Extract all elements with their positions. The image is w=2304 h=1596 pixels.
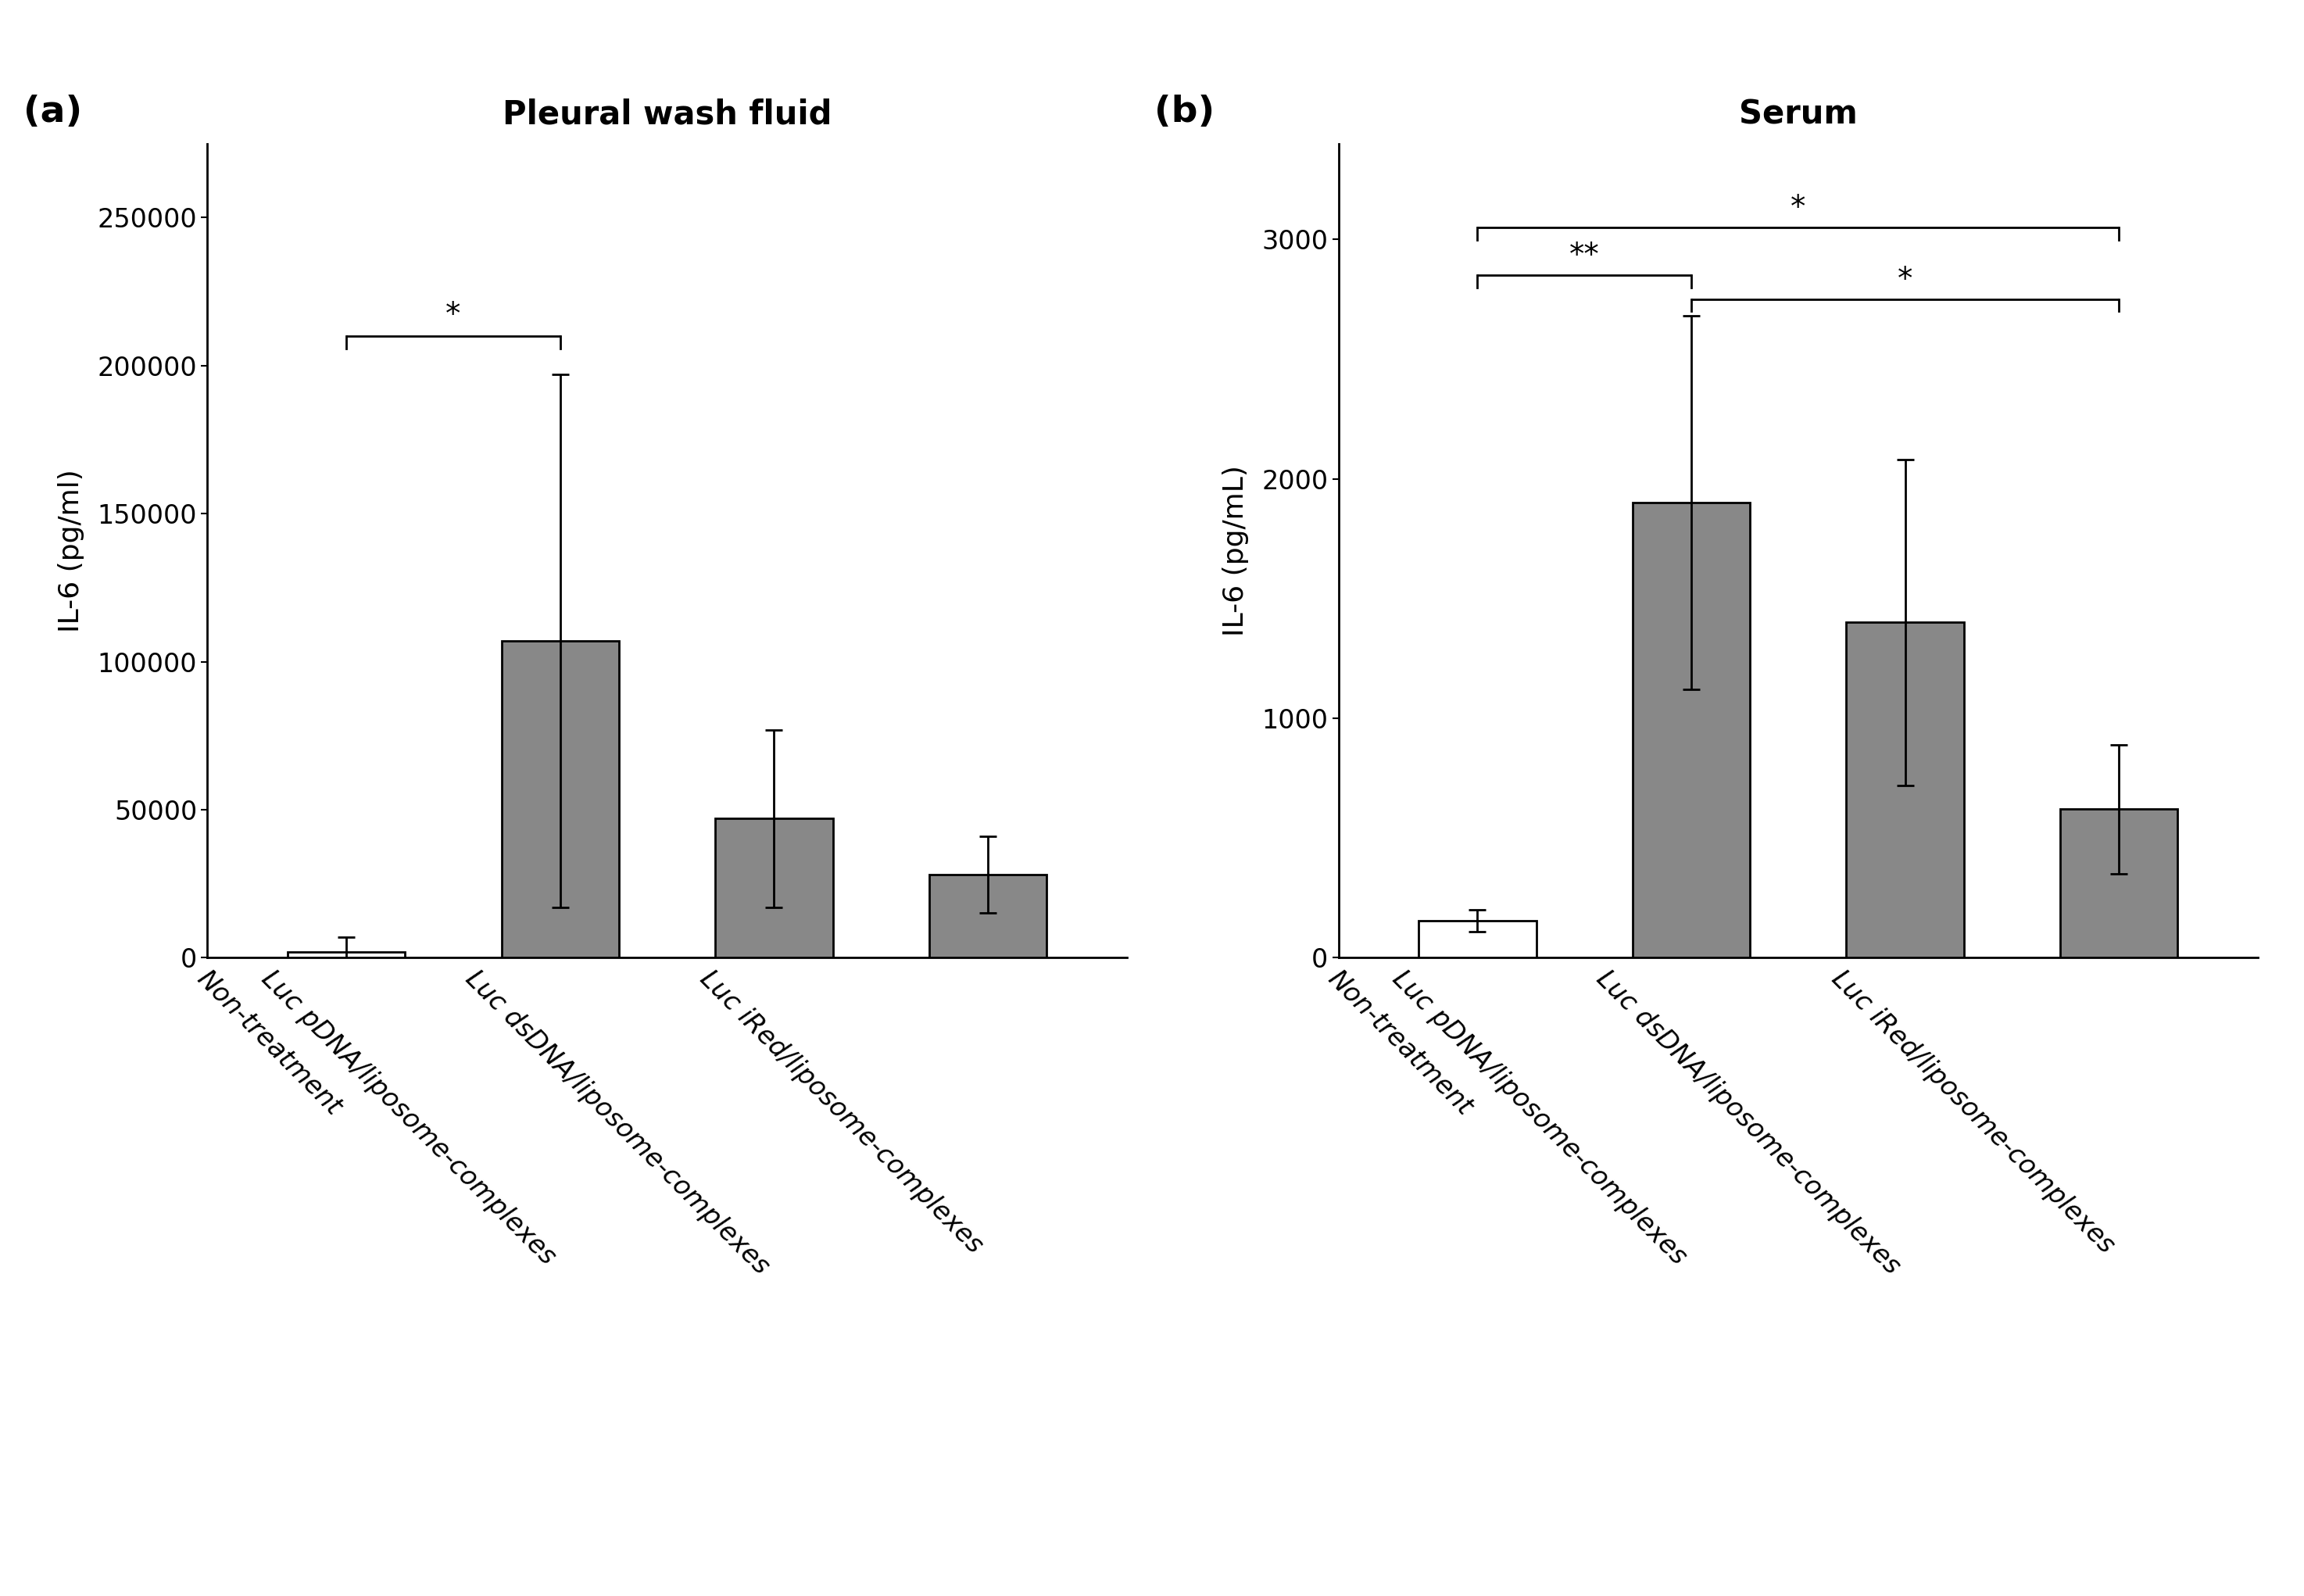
Text: *: *: [445, 300, 461, 330]
Text: (a): (a): [23, 94, 83, 129]
Bar: [502, 642, 620, 958]
Text: *: *: [1898, 265, 1912, 295]
Text: **: **: [1569, 241, 1599, 270]
Title: Serum: Serum: [1740, 99, 1857, 131]
Text: (b): (b): [1154, 94, 1214, 129]
Bar: [1846, 622, 1963, 958]
Bar: [1634, 503, 1751, 958]
Bar: [714, 819, 832, 958]
Text: *: *: [1790, 193, 1806, 223]
Bar: [288, 951, 406, 958]
Y-axis label: IL-6 (pg/ml): IL-6 (pg/ml): [58, 469, 85, 632]
Title: Pleural wash fluid: Pleural wash fluid: [502, 99, 832, 131]
Bar: [929, 875, 1046, 958]
Bar: [2060, 809, 2177, 958]
Bar: [1419, 921, 1537, 958]
Y-axis label: IL-6 (pg/mL): IL-6 (pg/mL): [1221, 464, 1249, 637]
